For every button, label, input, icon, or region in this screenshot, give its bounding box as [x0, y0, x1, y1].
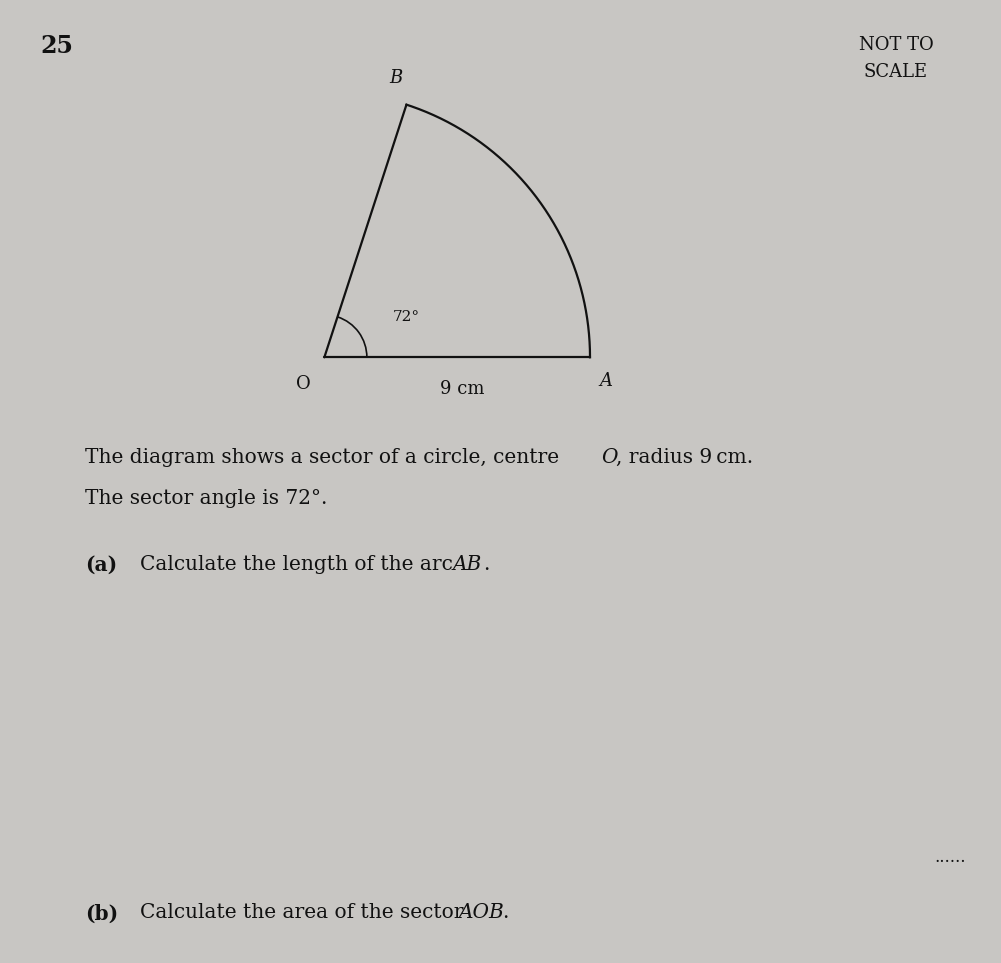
Text: B: B: [389, 69, 402, 87]
Text: A: A: [600, 373, 613, 390]
Text: .: .: [503, 903, 509, 923]
Text: O: O: [295, 375, 310, 393]
Text: NOT TO: NOT TO: [859, 36, 933, 54]
Text: (a): (a): [85, 555, 117, 575]
Text: AB: AB: [452, 555, 481, 574]
Text: Calculate the length of the arc: Calculate the length of the arc: [140, 555, 459, 574]
Text: ......: ......: [935, 849, 966, 867]
Text: The sector angle is 72°.: The sector angle is 72°.: [85, 489, 327, 508]
Text: (b): (b): [85, 903, 118, 924]
Text: O: O: [602, 448, 618, 467]
Text: .: .: [483, 555, 489, 574]
Text: AOB: AOB: [458, 903, 505, 923]
Text: 9 cm: 9 cm: [440, 380, 484, 398]
Text: 25: 25: [40, 34, 73, 58]
Text: The diagram shows a sector of a circle, centre: The diagram shows a sector of a circle, …: [85, 448, 566, 467]
Text: Calculate the area of the sector: Calculate the area of the sector: [140, 903, 470, 923]
Text: SCALE: SCALE: [864, 63, 928, 81]
Text: , radius 9 cm.: , radius 9 cm.: [616, 448, 753, 467]
Text: 72°: 72°: [393, 310, 420, 324]
